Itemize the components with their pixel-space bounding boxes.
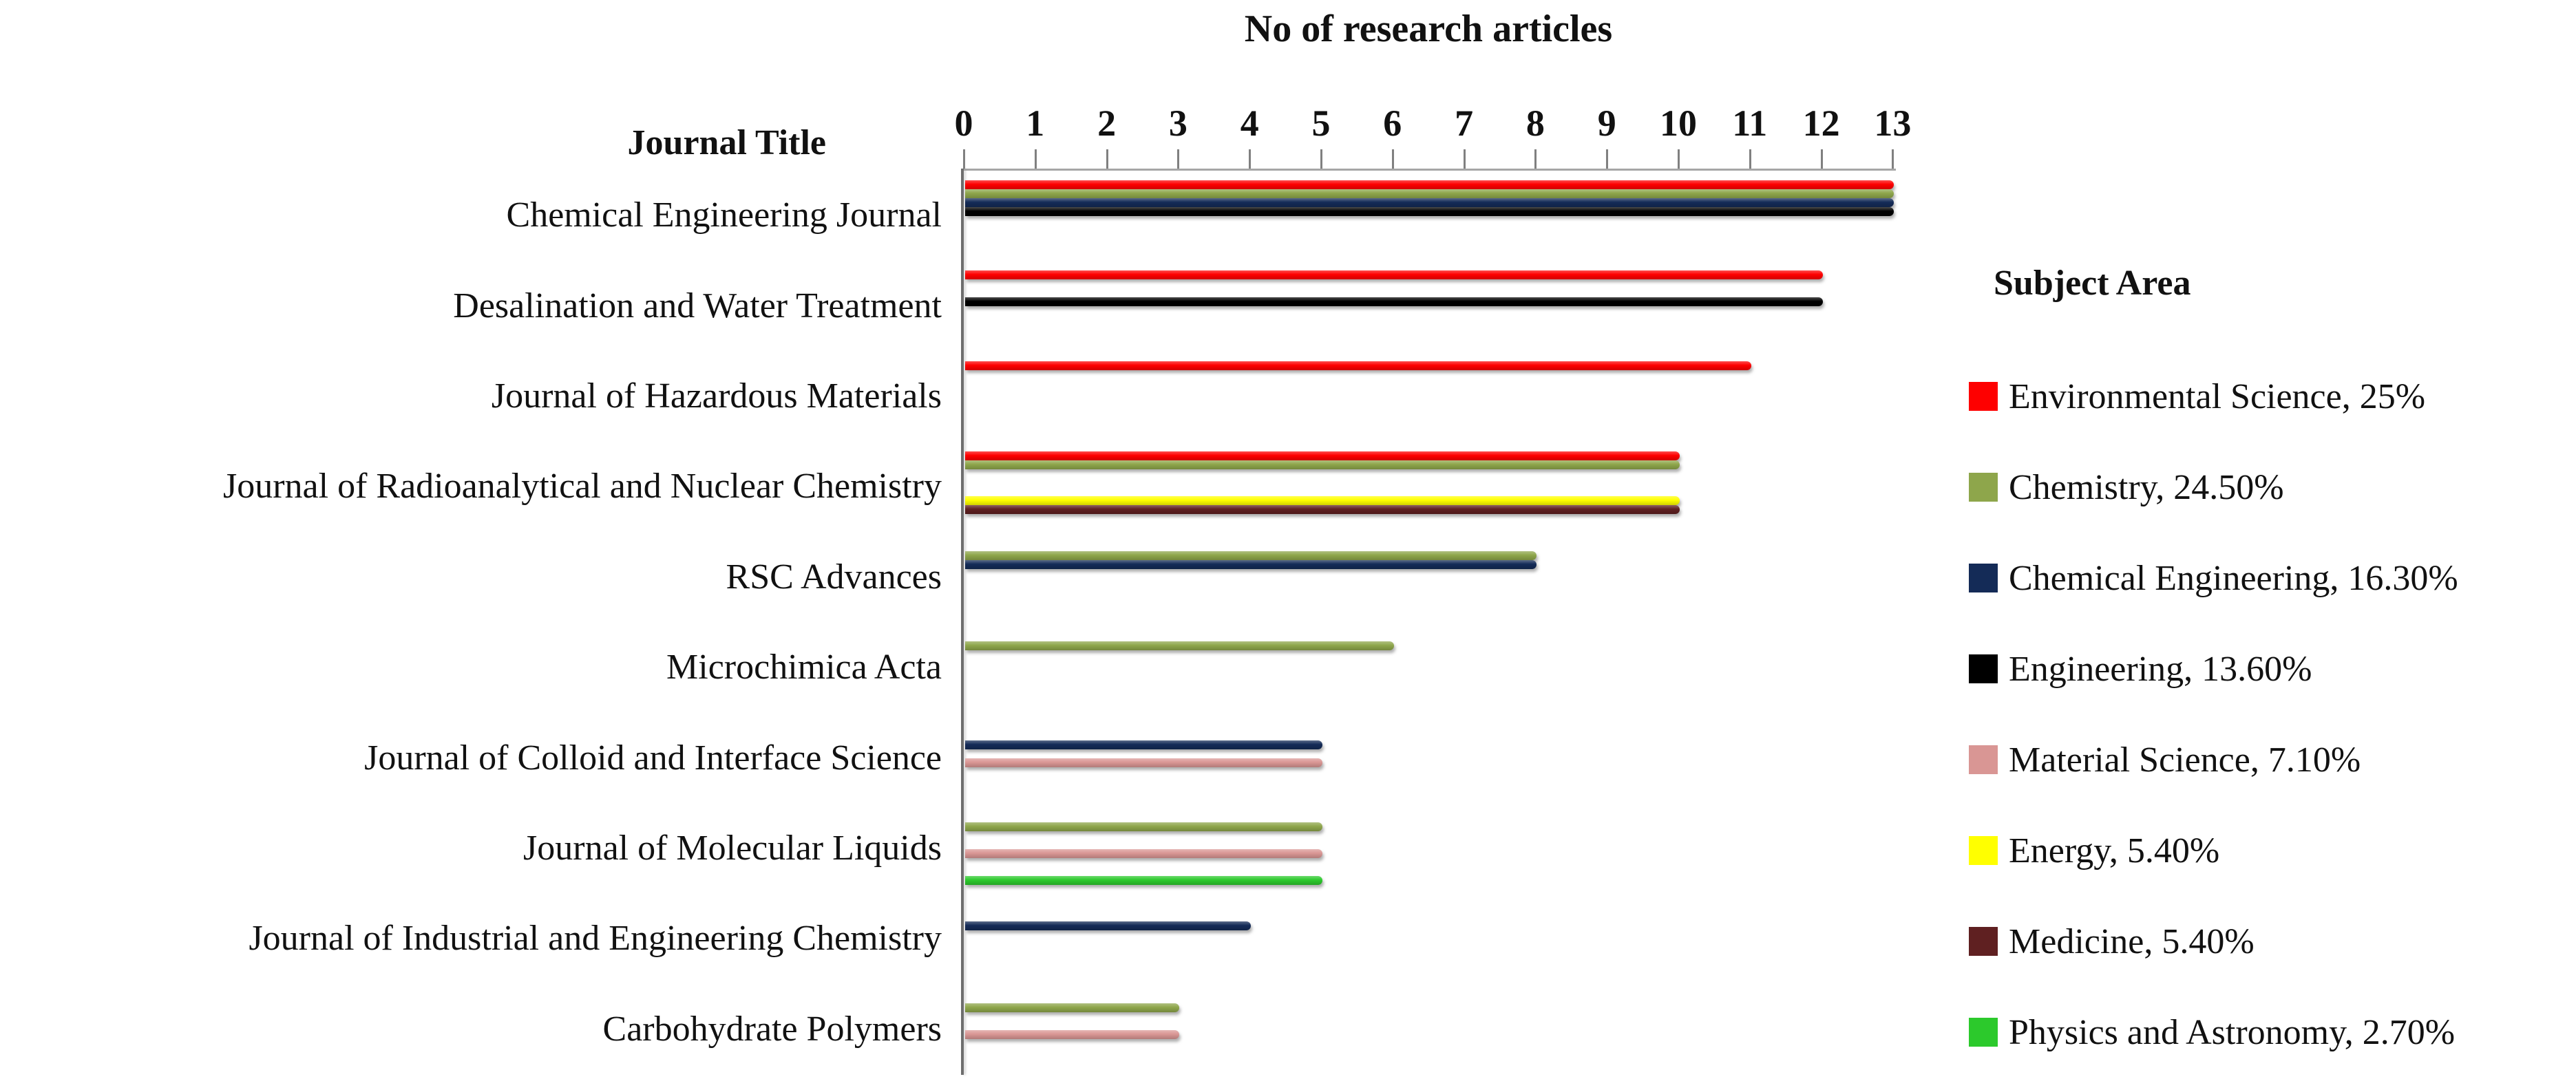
- bar-chemistry: [965, 460, 1680, 470]
- legend-item: Environmental Science, 25%: [1969, 367, 2561, 425]
- bar-material-science: [965, 848, 1322, 858]
- legend-title: Subject Area: [1994, 264, 2191, 303]
- legend-swatch: [1969, 382, 1998, 411]
- bar-chemistry: [965, 641, 1394, 650]
- x-tick-mark: [1678, 149, 1680, 169]
- legend-swatch: [1969, 927, 1998, 956]
- y-axis-line: [961, 169, 964, 1075]
- category-label: Journal of Hazardous Materials: [491, 376, 942, 416]
- x-tick-mark: [1749, 149, 1751, 169]
- x-tick-mark: [1463, 149, 1466, 169]
- category-axis-title: Journal Title: [627, 123, 826, 162]
- x-tick-label: 10: [1660, 103, 1697, 144]
- bar-material-science: [965, 1029, 1180, 1039]
- category-label: Carbohydrate Polymers: [602, 1009, 942, 1049]
- chart-title: No of research articles: [1244, 8, 1613, 50]
- x-tick-label: 7: [1455, 103, 1474, 144]
- x-tick-label: 8: [1525, 103, 1545, 144]
- x-axis-line: [961, 169, 1896, 171]
- legend-swatch: [1969, 473, 1998, 502]
- legend-label: Chemistry, 24.50%: [2009, 467, 2284, 507]
- legend-label: Engineering, 13.60%: [2009, 649, 2312, 689]
- bar-chemistry: [965, 189, 1894, 198]
- bar-environmental-science: [965, 451, 1680, 461]
- x-tick-mark: [1034, 149, 1037, 169]
- bar-environmental-science: [965, 361, 1751, 370]
- x-tick-mark: [1177, 149, 1180, 169]
- x-tick-label: 0: [954, 103, 973, 144]
- category-label: Journal of Molecular Liquids: [523, 829, 942, 868]
- x-tick-label: 5: [1311, 103, 1331, 144]
- bar-chemical-engineering: [965, 921, 1252, 931]
- legend-item: Chemistry, 24.50%: [1969, 458, 2561, 516]
- x-tick-mark: [1606, 149, 1609, 169]
- category-label: Journal of Radioanalytical and Nuclear C…: [222, 467, 942, 506]
- x-tick-mark: [1249, 149, 1252, 169]
- bar-chemistry: [965, 551, 1537, 560]
- bar-environmental-science: [965, 180, 1894, 189]
- bar-chemical-engineering: [965, 198, 1894, 207]
- x-tick-mark: [1391, 149, 1394, 169]
- legend-item: Material Science, 7.10%: [1969, 731, 2561, 789]
- legend-item: Chemical Engineering, 16.30%: [1969, 549, 2561, 607]
- legend-label: Material Science, 7.10%: [2009, 740, 2361, 780]
- x-tick-mark: [1820, 149, 1823, 169]
- category-label: Journal of Colloid and Interface Science: [364, 738, 942, 778]
- bar-engineering: [965, 207, 1894, 216]
- x-tick-label: 6: [1383, 103, 1402, 144]
- x-tick-label: 3: [1168, 103, 1187, 144]
- legend-swatch: [1969, 654, 1998, 683]
- x-tick-mark: [1534, 149, 1537, 169]
- bar-medicine: [965, 505, 1680, 515]
- bar-physics-and-astronomy: [965, 875, 1322, 885]
- bar-chemistry: [965, 822, 1322, 831]
- legend-label: Physics and Astronomy, 2.70%: [2009, 1012, 2456, 1052]
- legend-swatch: [1969, 564, 1998, 592]
- legend-item: Medicine, 5.40%: [1969, 912, 2561, 970]
- legend-label: Medicine, 5.40%: [2009, 921, 2255, 961]
- legend-label: Chemical Engineering, 16.30%: [2009, 558, 2458, 598]
- legend-label: Environmental Science, 25%: [2009, 376, 2426, 416]
- category-label: RSC Advances: [726, 557, 942, 597]
- x-tick-label: 4: [1240, 103, 1259, 144]
- x-tick-label: 2: [1097, 103, 1117, 144]
- legend-swatch: [1969, 1018, 1998, 1047]
- legend-item: Engineering, 13.60%: [1969, 640, 2561, 698]
- category-label: Microchimica Acta: [666, 648, 942, 687]
- legend-label: Energy, 5.40%: [2009, 831, 2220, 870]
- x-tick-label: 1: [1026, 103, 1045, 144]
- bar-energy: [965, 496, 1680, 506]
- bar-chemical-engineering: [965, 559, 1537, 569]
- x-tick-label: 13: [1874, 103, 1912, 144]
- x-tick-label: 9: [1597, 103, 1616, 144]
- category-label: Chemical Engineering Journal: [506, 195, 942, 235]
- bar-engineering: [965, 297, 1823, 307]
- bar-environmental-science: [965, 270, 1823, 280]
- legend-swatch: [1969, 745, 1998, 774]
- legend-item: Energy, 5.40%: [1969, 822, 2561, 879]
- bar-chemical-engineering: [965, 740, 1322, 750]
- bar-material-science: [965, 758, 1322, 768]
- legend-item: Physics and Astronomy, 2.70%: [1969, 1003, 2561, 1061]
- x-tick-label: 12: [1802, 103, 1840, 144]
- x-tick-mark: [1892, 149, 1894, 169]
- legend-swatch: [1969, 836, 1998, 865]
- x-tick-mark: [1320, 149, 1322, 169]
- x-tick-mark: [1106, 149, 1108, 169]
- category-label: Desalination and Water Treatment: [453, 286, 942, 325]
- category-label: Journal of Industrial and Engineering Ch…: [249, 919, 942, 959]
- x-tick-mark: [963, 149, 965, 169]
- x-tick-label: 11: [1732, 103, 1768, 144]
- bar-chemistry: [965, 1003, 1180, 1012]
